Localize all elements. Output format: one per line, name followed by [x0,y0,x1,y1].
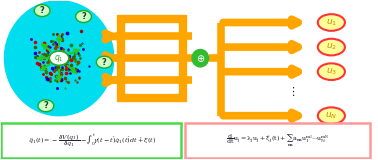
Polygon shape [121,19,183,98]
FancyBboxPatch shape [2,123,181,158]
Text: ?: ? [102,58,107,67]
Text: $u_N$: $u_N$ [325,110,338,121]
Text: $u_3$: $u_3$ [326,66,337,77]
Text: $q_1$: $q_1$ [54,53,64,64]
FancyBboxPatch shape [185,123,370,158]
Ellipse shape [318,63,345,80]
Text: $\dfrac{\rm d}{{\rm d}t}u_j = \lambda_j u_j + \tilde{\xi}_j(t) + \sum_{\mathbf{m: $\dfrac{\rm d}{{\rm d}t}u_j = \lambda_j … [226,133,329,149]
Text: $u_1$: $u_1$ [326,17,337,28]
Text: ?: ? [43,101,48,110]
Ellipse shape [76,11,91,23]
Circle shape [5,1,114,116]
Text: $\ddot{q}_1(t) = -\dfrac{\partial V(q_1)}{\partial q_1} - \int_0^t\!\gamma(t-t\': $\ddot{q}_1(t) = -\dfrac{\partial V(q_1)… [28,132,156,149]
Ellipse shape [96,56,112,68]
Ellipse shape [34,5,50,16]
Ellipse shape [38,100,54,112]
Ellipse shape [318,14,345,31]
Ellipse shape [318,39,345,55]
Text: ?: ? [81,12,86,21]
Text: $\vdots$: $\vdots$ [287,85,295,98]
Ellipse shape [318,107,345,124]
Circle shape [192,49,209,67]
Text: $\oplus$: $\oplus$ [196,53,205,64]
Ellipse shape [49,51,69,65]
Text: ?: ? [40,6,45,15]
Text: $u_2$: $u_2$ [326,42,337,52]
